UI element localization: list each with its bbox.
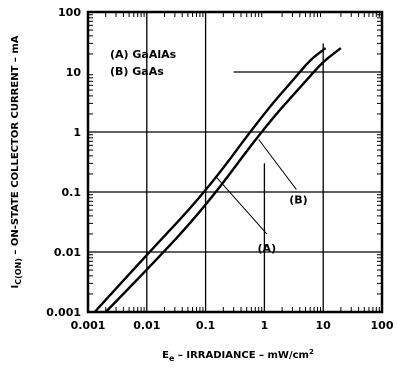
y-tick-label: 0.1 bbox=[62, 186, 82, 199]
x-axis-label: Ee – IRRADIANCE – mW/cm2 bbox=[162, 348, 314, 363]
legend: (A) GaAlAs (B) GaAs bbox=[110, 48, 177, 78]
x-tick-label: 100 bbox=[371, 319, 394, 332]
y-axis-label-main: I bbox=[10, 285, 21, 289]
y-tick-label: 1 bbox=[73, 126, 81, 139]
x-tick-label: 0.01 bbox=[133, 319, 160, 332]
axis-ticks: 0.001 0.01 0.1 1 10 100 0.001 0.01 0.1 1 10 100 bbox=[46, 6, 394, 332]
grid-lines bbox=[88, 12, 382, 312]
series-line-a bbox=[93, 47, 327, 313]
y-axis-label-sub: C(ON) bbox=[14, 258, 23, 285]
x-tick-label: 0.1 bbox=[196, 319, 216, 332]
y-axis-label-rest: – ON-STATE COLLECTOR CURRENT – mA bbox=[10, 35, 21, 258]
series-callouts: (A) (B) bbox=[215, 139, 308, 255]
y-tick-label: 0.01 bbox=[54, 246, 81, 259]
x-axis-label-rest: – IRRADIANCE – mW/cm bbox=[174, 350, 309, 361]
callout-leader-b bbox=[258, 139, 297, 190]
callout-label-b: (B) bbox=[289, 194, 307, 207]
callout-leader-a bbox=[215, 176, 268, 235]
y-axis-label: IC(ON) – ON-STATE COLLECTOR CURRENT – mA bbox=[10, 35, 23, 288]
y-tick-label: 100 bbox=[58, 6, 81, 19]
plot-frame bbox=[86, 10, 384, 314]
callout-label-a: (A) bbox=[258, 242, 277, 255]
x-tick-label: 0.001 bbox=[71, 319, 106, 332]
y-tick-label: 0.001 bbox=[46, 306, 81, 319]
x-axis-label-main: E bbox=[162, 350, 169, 361]
legend-entry-b: (B) GaAs bbox=[110, 65, 164, 78]
series-line-b bbox=[104, 47, 342, 313]
series-lines bbox=[93, 47, 342, 313]
x-axis-label-sup: 2 bbox=[309, 348, 314, 356]
y-tick-label: 10 bbox=[66, 66, 82, 79]
legend-entry-a: (A) GaAlAs bbox=[110, 48, 177, 61]
x-tick-label: 1 bbox=[261, 319, 269, 332]
x-axis-label-sub: e bbox=[169, 354, 175, 363]
x-tick-label: 10 bbox=[316, 319, 332, 332]
